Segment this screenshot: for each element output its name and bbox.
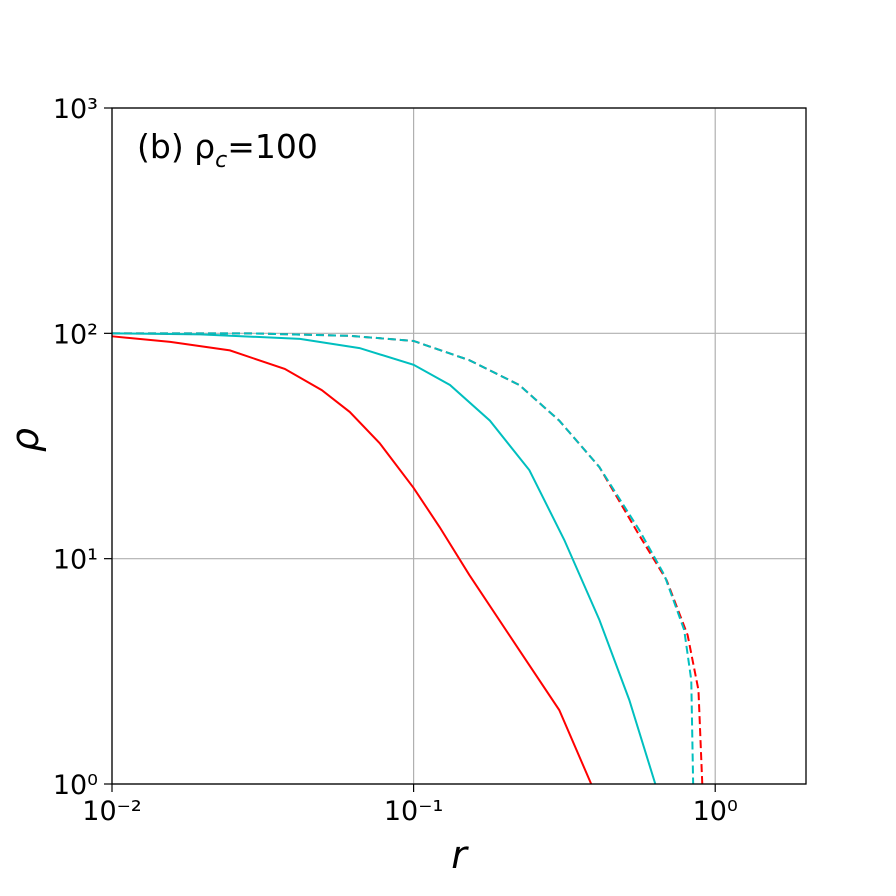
data-line	[111, 335, 593, 785]
data-line	[112, 332, 695, 785]
y-tick-label: 10¹	[53, 545, 98, 576]
annotation-suffix: =100	[227, 127, 318, 166]
annotation-subscript: c	[215, 148, 227, 173]
data-line	[111, 332, 657, 785]
annotation: (b) ρc=100	[137, 127, 318, 173]
plot-frame	[111, 107, 807, 785]
lines	[111, 332, 704, 785]
y-tick-label: 10³	[53, 94, 98, 125]
y-tick-label: 10⁰	[53, 770, 98, 801]
annotation-prefix: (b) ρ	[137, 127, 215, 166]
x-tick-label: 10⁻²	[82, 796, 141, 827]
y-axis-label: ρ	[3, 428, 47, 452]
x-tick-label: 10⁻¹	[384, 796, 443, 827]
y-tick-label: 10²	[53, 319, 98, 350]
x-axis-label: r	[451, 833, 469, 877]
x-tick-label: 10⁰	[693, 796, 738, 827]
ticks: 10⁻² 10⁻¹ 10⁰ 10⁰ 10¹ 10² 10³	[53, 94, 738, 827]
